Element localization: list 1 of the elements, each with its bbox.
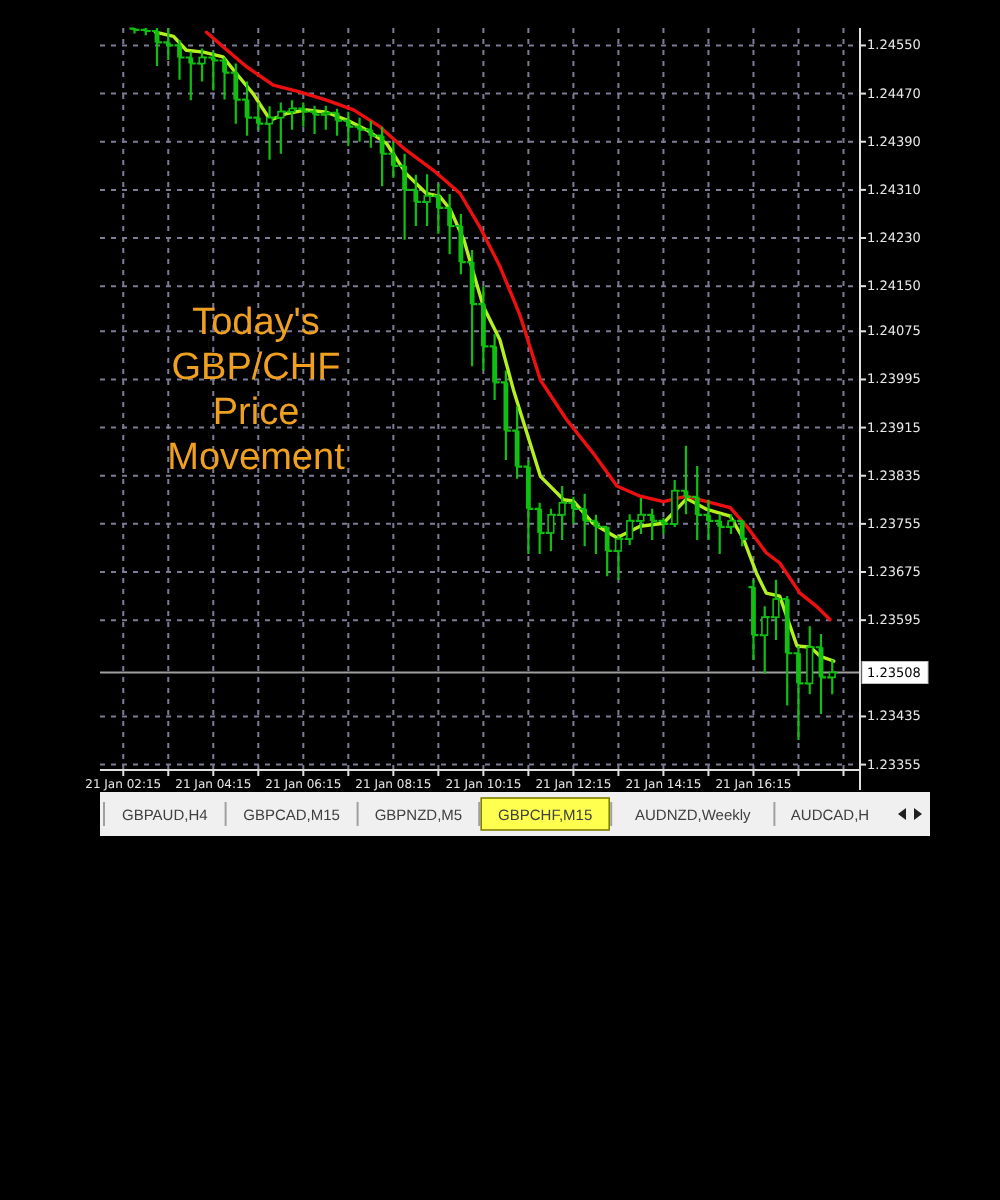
text: Today's GBP/CHF Price Movement (167, 302, 347, 479)
